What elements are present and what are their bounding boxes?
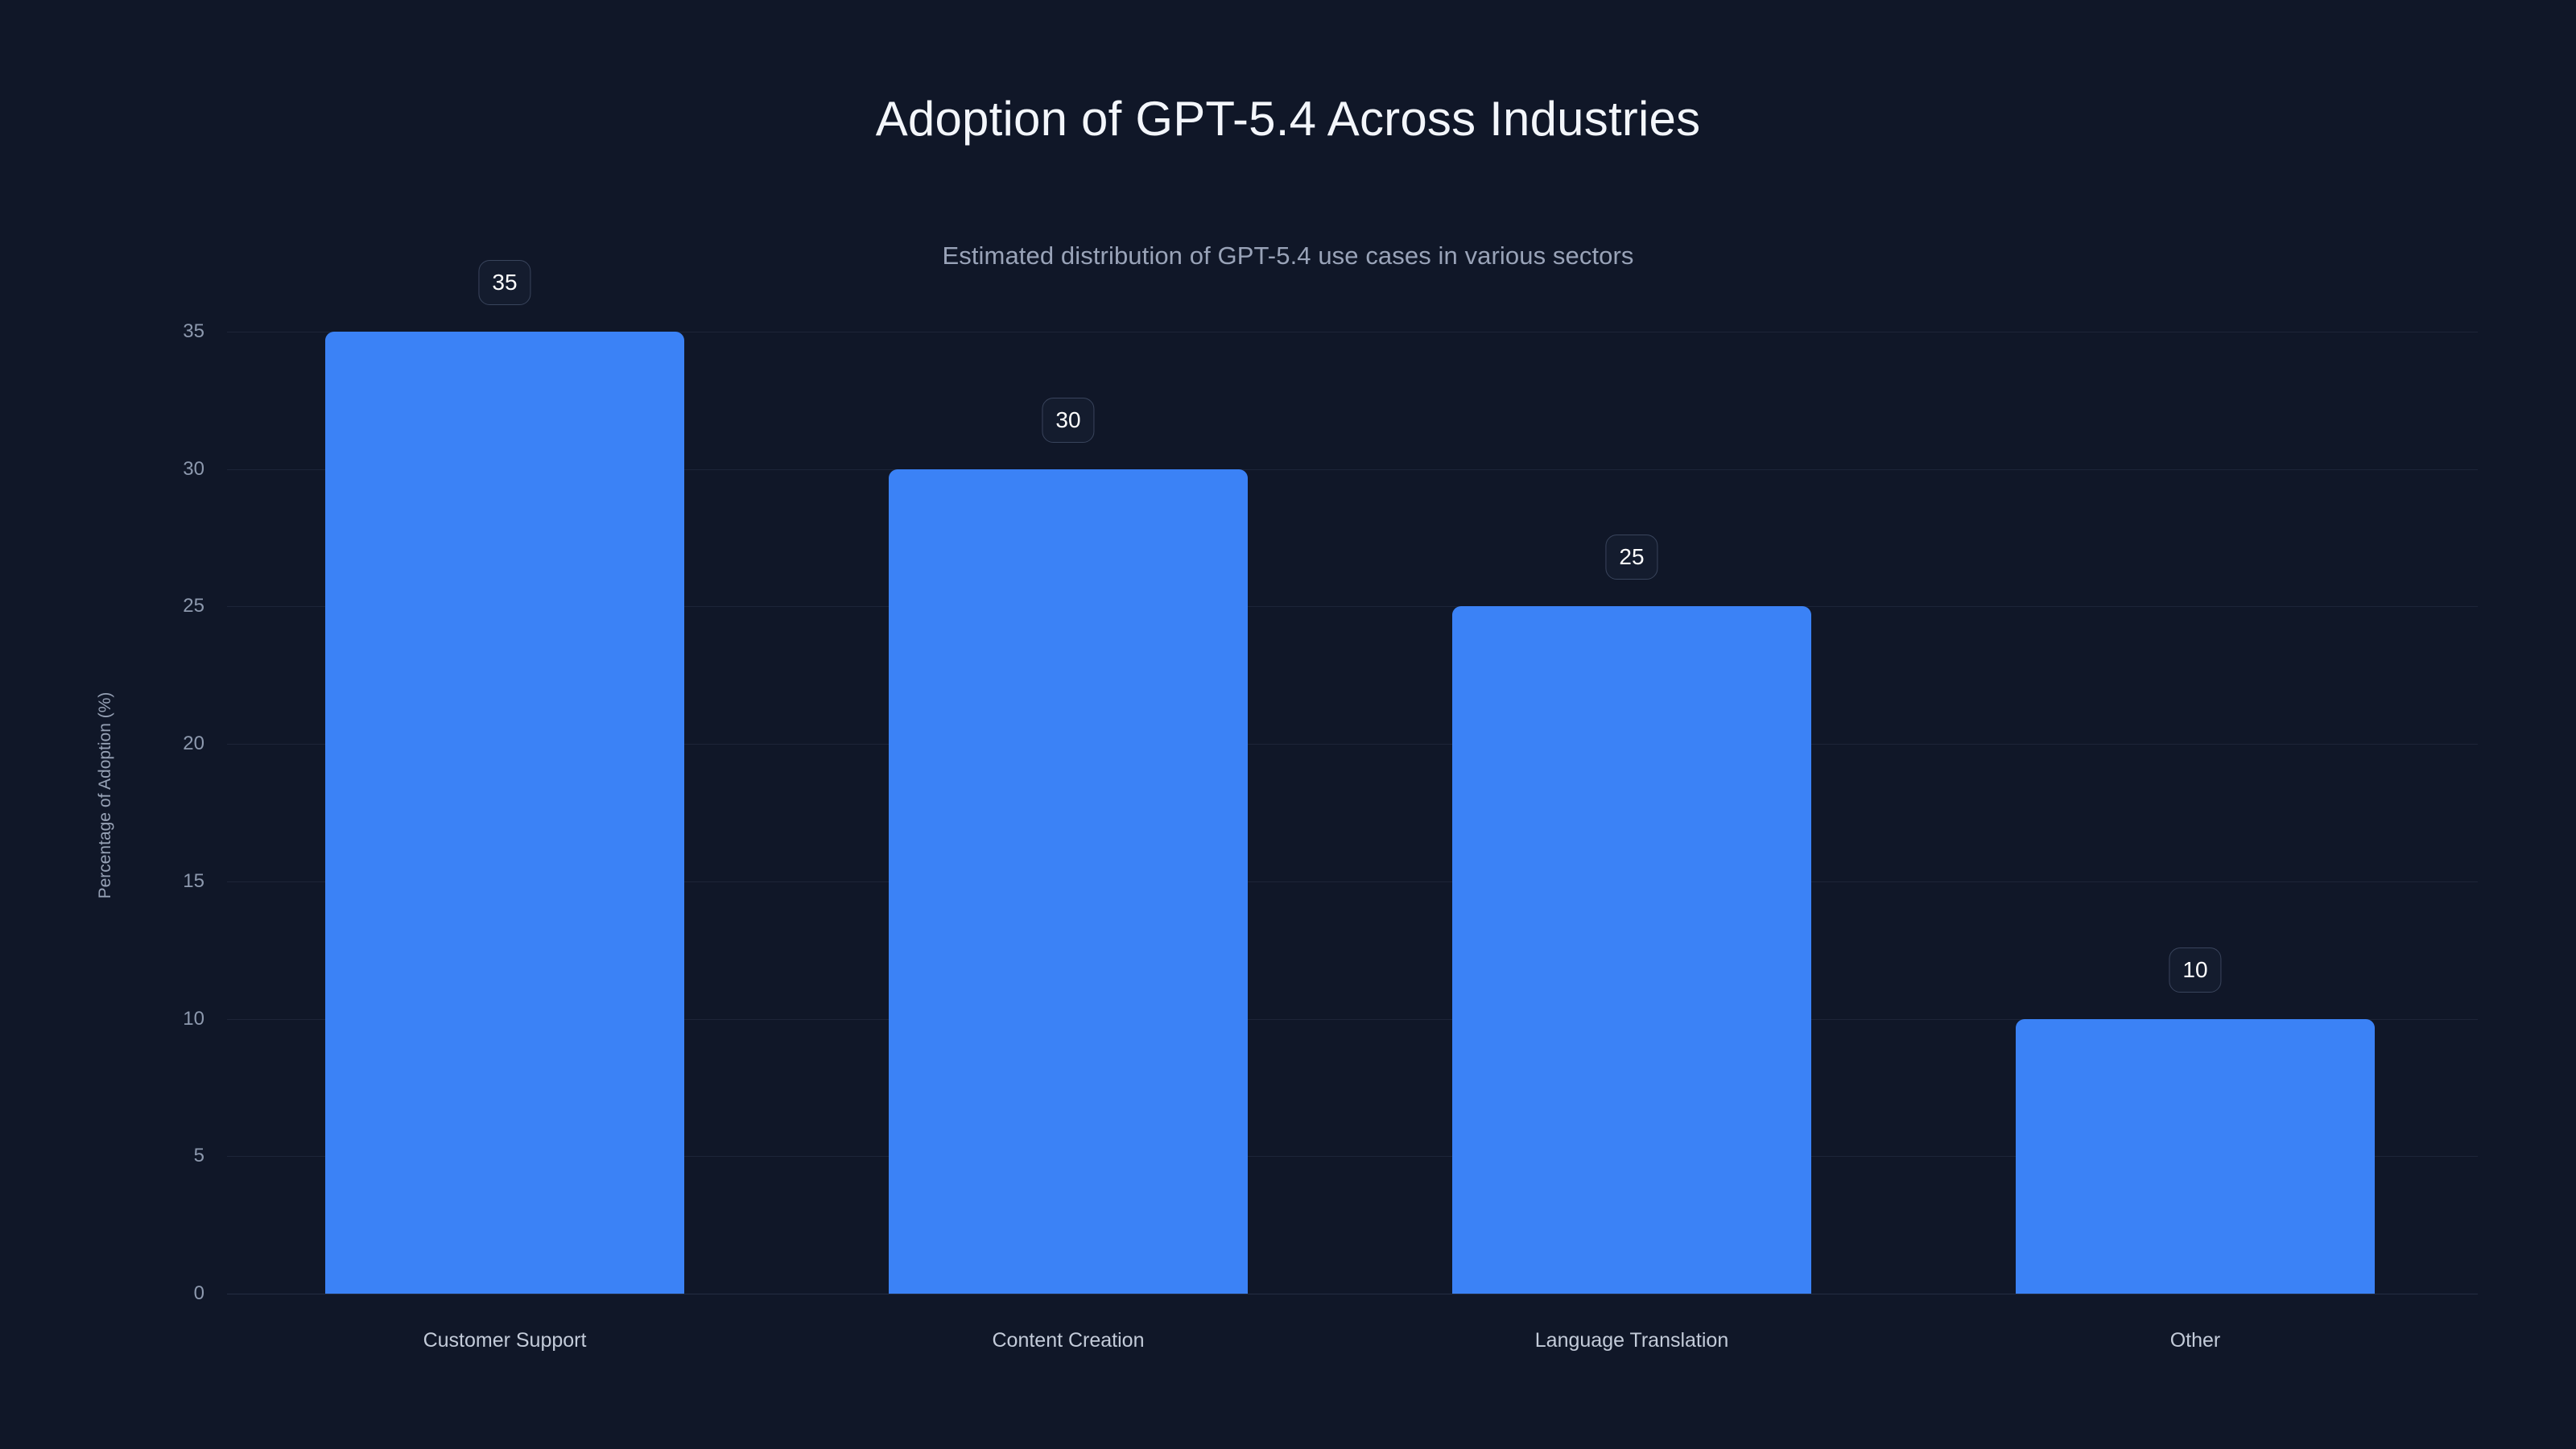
y-axis-tick-label: 30	[183, 457, 204, 480]
y-axis-tick-label: 10	[183, 1007, 204, 1030]
x-axis-tick-label: Language Translation	[1534, 1329, 1729, 1352]
y-axis-tick-label: 20	[183, 733, 204, 755]
chart-subtitle: Estimated distribution of GPT-5.4 use ca…	[942, 242, 1634, 270]
y-axis-tick-label: 0	[193, 1282, 204, 1304]
y-axis-tick-label: 15	[183, 869, 204, 892]
plot-area: 0 5 10 15 20 25 30 35	[183, 320, 2478, 1304]
y-axis-title: Percentage of Adoption (%)	[96, 691, 114, 899]
bar-value-label: 30	[1042, 397, 1095, 443]
bar[interactable]	[1452, 606, 1811, 1294]
gridline	[227, 469, 2478, 470]
gridline	[227, 744, 2478, 745]
bar-value-label: 10	[2169, 947, 2222, 993]
x-axis-tick-label: Content Creation	[992, 1329, 1145, 1352]
bar-value-label: 25	[1605, 535, 1658, 580]
y-axis-tick-label: 25	[183, 595, 204, 617]
bar[interactable]	[889, 469, 1248, 1294]
y-axis-tick-label: 5	[193, 1145, 204, 1167]
x-axis-tick-label: Customer Support	[423, 1329, 587, 1352]
chart-title: Adoption of GPT-5.4 Across Industries	[875, 92, 1701, 146]
y-axis-tick-label: 35	[183, 320, 204, 342]
bar-value-label: 35	[478, 260, 531, 305]
bar[interactable]	[2016, 1018, 2375, 1294]
gridline	[227, 881, 2478, 882]
gridline	[227, 606, 2478, 608]
bar[interactable]	[325, 332, 684, 1294]
gridline	[227, 1156, 2478, 1158]
gridline	[227, 1018, 2478, 1020]
x-axis-tick-label: Other	[2169, 1329, 2221, 1352]
